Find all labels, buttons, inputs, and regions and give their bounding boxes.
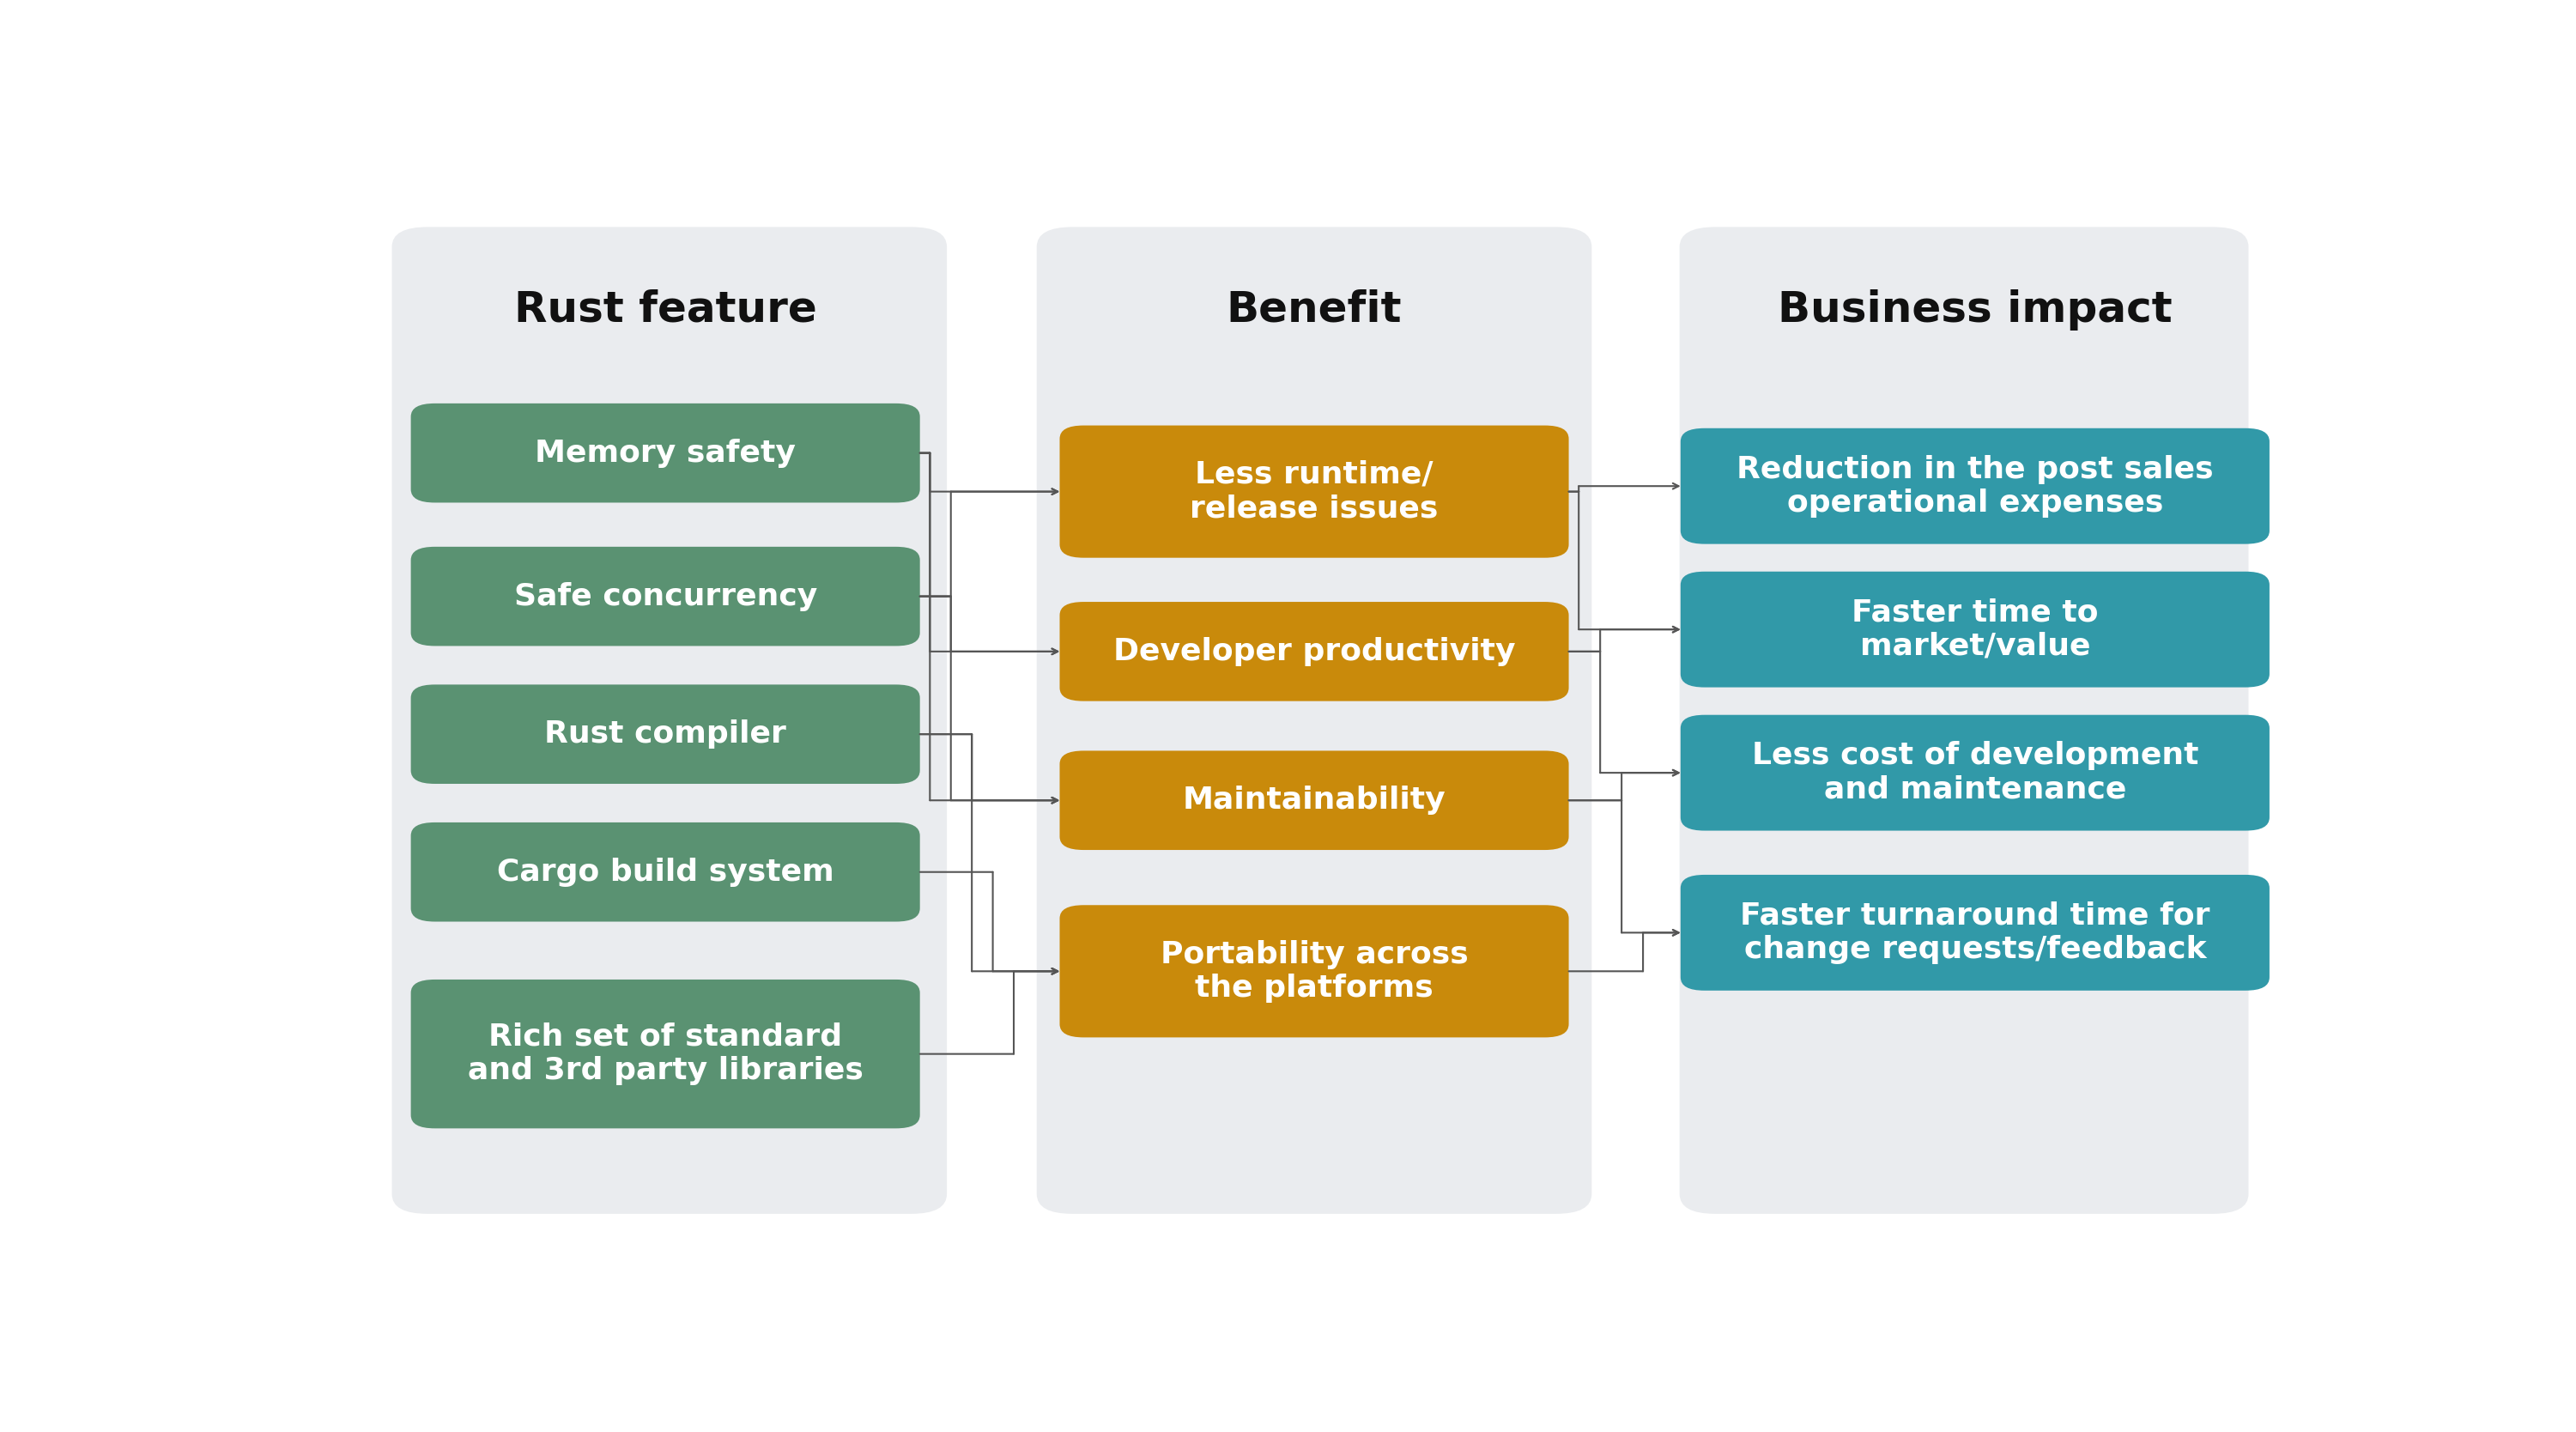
Text: Rust feature: Rust feature — [515, 289, 817, 331]
FancyBboxPatch shape — [410, 404, 920, 503]
Text: Business impact: Business impact — [1777, 289, 2172, 331]
FancyBboxPatch shape — [410, 822, 920, 922]
Text: Benefit: Benefit — [1226, 289, 1401, 331]
Text: Safe concurrency: Safe concurrency — [513, 581, 817, 611]
FancyBboxPatch shape — [410, 979, 920, 1128]
FancyBboxPatch shape — [1680, 428, 2269, 544]
Text: Developer productivity: Developer productivity — [1113, 637, 1515, 666]
FancyBboxPatch shape — [1680, 715, 2269, 831]
Text: Rich set of standard
and 3rd party libraries: Rich set of standard and 3rd party libra… — [469, 1022, 863, 1085]
FancyBboxPatch shape — [392, 226, 948, 1214]
FancyBboxPatch shape — [1680, 226, 2249, 1214]
Text: Reduction in the post sales
operational expenses: Reduction in the post sales operational … — [1736, 454, 2213, 517]
Text: Less cost of development
and maintenance: Less cost of development and maintenance — [1752, 742, 2197, 805]
Text: Faster turnaround time for
change requests/feedback: Faster turnaround time for change reques… — [1739, 901, 2210, 964]
Text: Memory safety: Memory safety — [536, 438, 796, 468]
FancyBboxPatch shape — [1059, 905, 1569, 1037]
FancyBboxPatch shape — [1059, 601, 1569, 702]
Text: Faster time to
market/value: Faster time to market/value — [1852, 599, 2099, 662]
FancyBboxPatch shape — [1059, 750, 1569, 851]
Text: Less runtime/
release issues: Less runtime/ release issues — [1190, 460, 1437, 523]
FancyBboxPatch shape — [410, 684, 920, 783]
FancyBboxPatch shape — [1680, 571, 2269, 687]
FancyBboxPatch shape — [410, 547, 920, 646]
Text: Maintainability: Maintainability — [1182, 786, 1445, 815]
Text: Rust compiler: Rust compiler — [544, 720, 786, 749]
Text: Portability across
the platforms: Portability across the platforms — [1159, 939, 1468, 1002]
FancyBboxPatch shape — [1680, 875, 2269, 991]
FancyBboxPatch shape — [1059, 425, 1569, 558]
Text: Cargo build system: Cargo build system — [497, 858, 835, 886]
FancyBboxPatch shape — [1036, 226, 1592, 1214]
